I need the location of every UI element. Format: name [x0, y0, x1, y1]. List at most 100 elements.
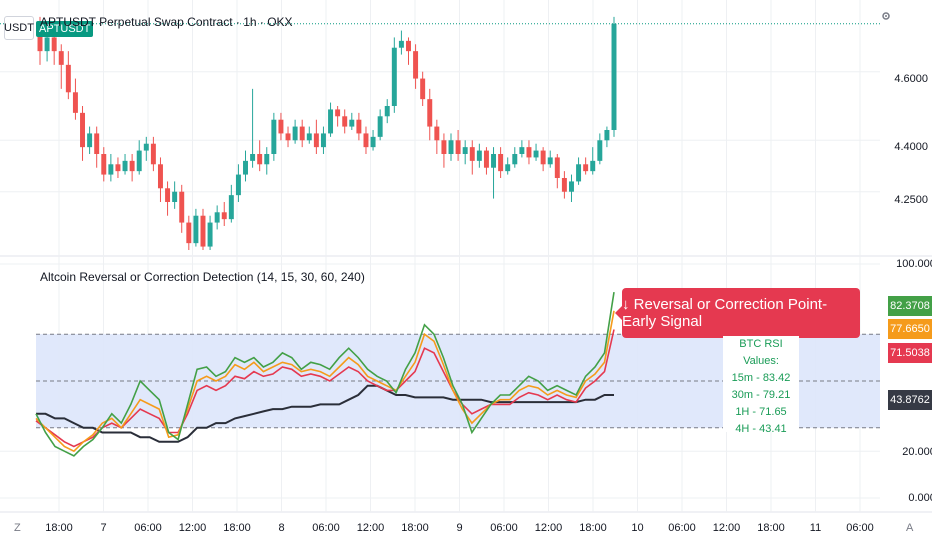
- candle-body: [491, 154, 497, 168]
- candle-body: [406, 40, 411, 52]
- candle-body: [200, 215, 206, 247]
- indicator-series-line: [35, 291, 615, 457]
- indicator-tick-label: 0.0000: [908, 492, 932, 504]
- candle-body: [533, 150, 539, 158]
- gear-icon[interactable]: [880, 10, 892, 22]
- candle-body: [363, 133, 369, 148]
- candle-body: [72, 92, 78, 113]
- candle-body: [469, 147, 475, 161]
- candle-body: [285, 133, 291, 141]
- price-tick-label: 4.2500: [894, 194, 928, 206]
- time-axis-label: 18:00: [223, 522, 251, 534]
- indicator-series-line: [35, 329, 615, 448]
- time-axis-label: 06:00: [134, 522, 162, 534]
- rsi-box-title: BTC RSI Values:: [739, 338, 783, 367]
- time-axis-label: 18:00: [757, 522, 785, 534]
- rsi-line-15m: 15m - 83.42: [731, 372, 791, 384]
- rsi-line-1h: 1H - 71.65: [735, 406, 787, 418]
- value-tag-1h: 71.5038: [888, 343, 932, 363]
- candle-body: [186, 222, 192, 244]
- candle-body: [597, 140, 603, 161]
- candle-body: [370, 136, 376, 148]
- candle-body: [483, 150, 489, 168]
- time-axis-label: 12:00: [356, 522, 385, 534]
- candle-body: [342, 116, 348, 127]
- time-axis-label: 7: [100, 522, 107, 534]
- time-axis-label: 06:00: [490, 522, 518, 534]
- rsi-line-30m: 30m - 79.21: [731, 389, 791, 401]
- time-axis-label: 06:00: [846, 522, 874, 534]
- candle-body: [58, 51, 64, 65]
- candle-body: [512, 154, 518, 165]
- candle-body: [561, 178, 567, 192]
- time-axis-label: 18:00: [401, 522, 429, 534]
- candle-body: [604, 130, 610, 141]
- currency-box[interactable]: USDT: [4, 16, 34, 40]
- candle-body: [136, 150, 142, 172]
- candle-body: [257, 154, 263, 165]
- indicator-tick-label: 20.0000: [902, 446, 932, 458]
- timezone-icon[interactable]: Z: [14, 522, 21, 534]
- candle-body: [165, 188, 171, 202]
- indicator-series-line: [35, 310, 615, 453]
- value-tag-4h: 43.8762: [888, 390, 932, 410]
- candle-body: [356, 119, 362, 134]
- candle-body: [462, 147, 468, 154]
- candle-body: [476, 150, 482, 161]
- candle-body: [519, 147, 525, 154]
- time-axis-label: 10: [631, 522, 644, 534]
- time-axis-label: 12:00: [712, 522, 741, 534]
- candle-body: [80, 112, 85, 148]
- candle-body: [313, 133, 319, 148]
- candle-body: [271, 119, 277, 154]
- time-axis-label: 18:00: [45, 522, 73, 534]
- candle-body: [427, 99, 433, 127]
- candle-body: [505, 164, 511, 172]
- candle-body: [51, 37, 57, 52]
- time-axis-label: 12:00: [534, 522, 563, 534]
- candle-body: [306, 133, 312, 141]
- candle-body: [434, 126, 440, 141]
- value-tag-30m: 77.6650: [888, 319, 932, 339]
- time-axis-label: 12:00: [178, 522, 207, 534]
- indicator-series-line: [36, 384, 614, 443]
- time-axis-label: 11: [809, 522, 822, 534]
- candle-body: [448, 140, 454, 154]
- candle-body: [235, 174, 241, 196]
- indicator-tick-label: 100.0000: [896, 258, 932, 270]
- chart-title[interactable]: APTUSDT Perpetual Swap Contract · 1h · O…: [40, 15, 293, 29]
- candle-body: [278, 119, 284, 134]
- time-axis-label: 18:00: [579, 522, 607, 534]
- candle-body: [498, 154, 504, 172]
- symbol-badge: APTUSDT: [36, 21, 94, 37]
- auto-scale-icon[interactable]: A: [906, 522, 914, 534]
- candle-body: [299, 126, 305, 141]
- candle-body: [214, 212, 220, 223]
- signal-label: ↓ Reversal or Correction Point-Early Sig…: [615, 288, 860, 338]
- candle-body: [335, 109, 341, 117]
- candle-body: [576, 164, 582, 182]
- candle-body: [65, 64, 71, 93]
- candle-body: [243, 160, 248, 175]
- candle-body: [526, 147, 532, 158]
- candle-body: [349, 119, 355, 127]
- candle-body: [101, 154, 107, 175]
- candle-body: [179, 191, 185, 223]
- candle-body: [441, 140, 447, 154]
- indicator-title[interactable]: Altcoin Reversal or Correction Detection…: [40, 270, 365, 284]
- candle-body: [583, 164, 589, 172]
- rsi-line-4h: 4H - 43.41: [735, 423, 787, 435]
- price-tick-label: 4.6000: [894, 73, 928, 85]
- candle-body: [115, 164, 121, 172]
- candle-body: [108, 164, 114, 175]
- candle-body: [292, 126, 298, 141]
- candle-body: [37, 30, 43, 52]
- time-axis-label: 9: [456, 522, 463, 534]
- candle-body: [413, 51, 419, 79]
- value-tag-15m: 82.3708: [888, 296, 932, 316]
- candle-body: [94, 133, 100, 154]
- candle-body: [264, 154, 270, 165]
- candle-body: [207, 222, 213, 247]
- candle-body: [420, 78, 426, 100]
